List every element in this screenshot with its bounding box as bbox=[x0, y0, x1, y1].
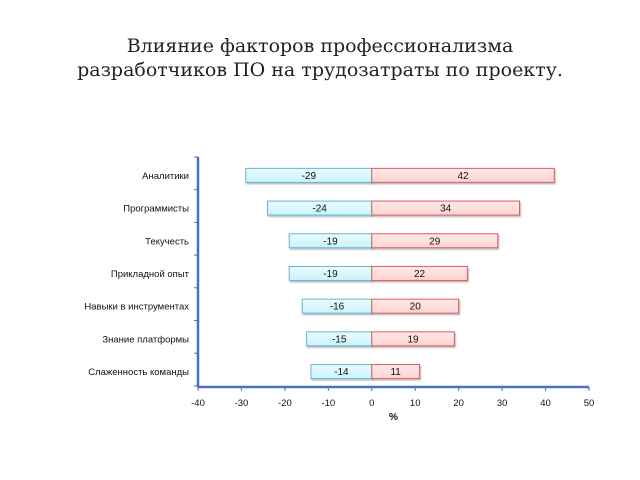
data-label-negative: -24 bbox=[312, 204, 327, 215]
bar-positive bbox=[371, 364, 421, 380]
data-label-positive: 22 bbox=[414, 269, 426, 280]
data-label-positive: 19 bbox=[407, 334, 419, 345]
x-tick-label: -40 bbox=[191, 398, 205, 409]
data-label-positive: 20 bbox=[410, 302, 422, 313]
x-tick-label: 10 bbox=[410, 398, 421, 409]
data-label-positive: 29 bbox=[429, 236, 441, 247]
chart-title: Влияние факторов профессионализма разраб… bbox=[0, 34, 640, 82]
x-tick-label: 20 bbox=[453, 398, 464, 409]
data-label-positive: 42 bbox=[457, 171, 469, 182]
category-label: Программисты bbox=[123, 204, 189, 215]
category-label: Слаженность команды bbox=[88, 367, 189, 378]
bar-positive bbox=[371, 167, 555, 183]
data-label-negative: -29 bbox=[302, 171, 317, 182]
bar-positive bbox=[371, 233, 499, 249]
category-label: Аналитики bbox=[142, 171, 189, 182]
category-label: Прикладной опыт bbox=[111, 269, 190, 280]
bar-positive bbox=[371, 200, 520, 216]
x-tick-label: 50 bbox=[584, 398, 595, 409]
x-tick-label: -30 bbox=[235, 398, 249, 409]
category-label: Знание платформы bbox=[102, 334, 189, 345]
bar-positive bbox=[371, 331, 455, 347]
chart-title-line-1: Влияние факторов профессионализма bbox=[126, 35, 514, 57]
chart-title-line-2: разработчиков ПО на трудозатраты по прое… bbox=[77, 59, 563, 81]
x-tick-label: -10 bbox=[321, 398, 335, 409]
category-label: Навыки в инструментах bbox=[84, 302, 189, 313]
data-label-negative: -14 bbox=[334, 367, 349, 378]
x-tick-label: 0 bbox=[369, 398, 374, 409]
bar-positive bbox=[371, 265, 468, 281]
bar-positive bbox=[371, 298, 460, 314]
data-label-positive: 11 bbox=[390, 367, 401, 378]
data-label-negative: -19 bbox=[323, 236, 338, 247]
x-axis-label: % bbox=[389, 412, 398, 423]
data-label-positive: 34 bbox=[440, 204, 452, 215]
x-tick-label: 40 bbox=[540, 398, 551, 409]
data-label-negative: -19 bbox=[323, 269, 338, 280]
data-label-negative: -15 bbox=[332, 334, 347, 345]
data-label-negative: -16 bbox=[330, 302, 345, 313]
x-tick-label: -20 bbox=[278, 398, 292, 409]
x-tick-label: 30 bbox=[497, 398, 508, 409]
category-label: Текучесть bbox=[145, 236, 189, 247]
